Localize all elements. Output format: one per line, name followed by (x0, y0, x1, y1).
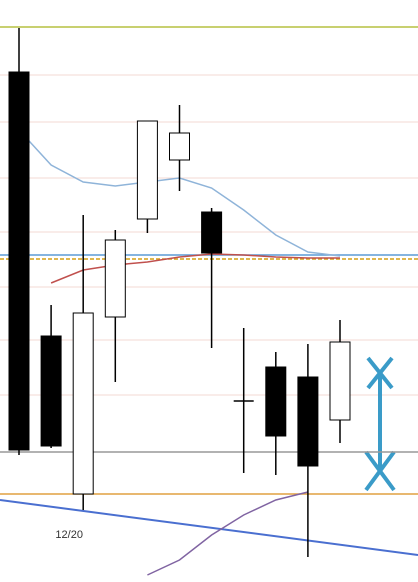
candle-body (8, 71, 30, 451)
indicator-line (147, 491, 309, 576)
candle-body (40, 335, 62, 447)
x-tick-label: 12/20 (55, 529, 83, 541)
candle-body (72, 312, 94, 495)
cursor-marks (364, 356, 396, 492)
candle-body (136, 120, 158, 220)
candle-body (169, 132, 190, 161)
trend-line (0, 499, 418, 556)
candle-body (104, 239, 126, 318)
candle-body (329, 341, 351, 421)
candle-body (297, 376, 319, 467)
indicator-line (50, 253, 340, 284)
candle-body (265, 366, 287, 437)
candle-body (201, 211, 223, 254)
